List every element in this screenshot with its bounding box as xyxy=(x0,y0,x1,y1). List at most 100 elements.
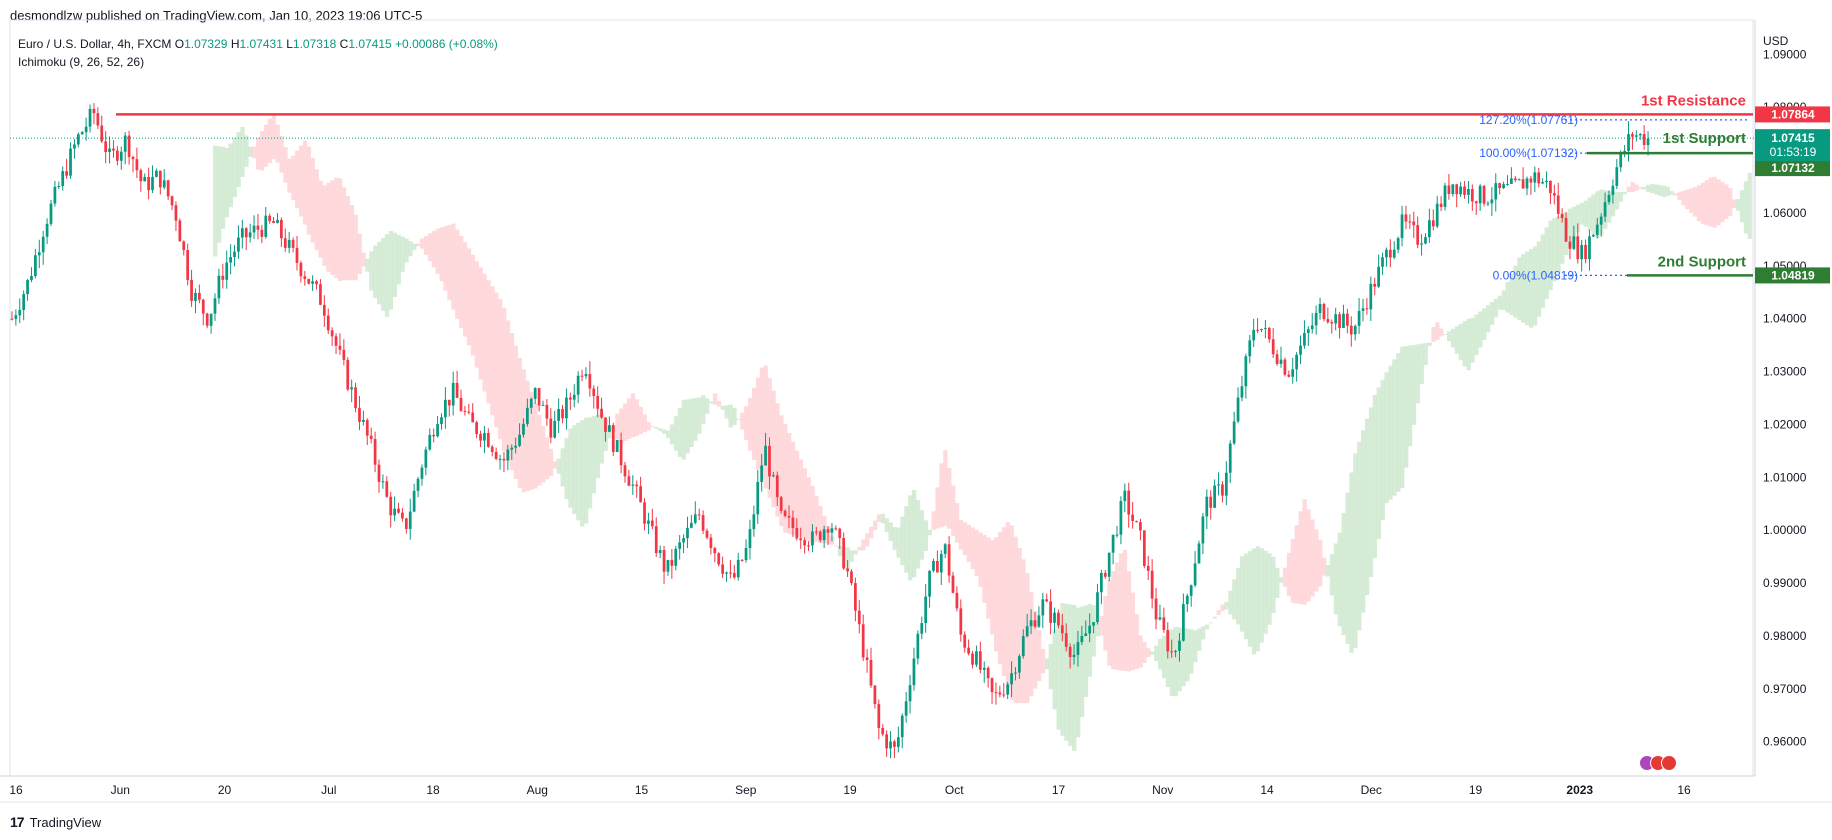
candle-body xyxy=(162,180,166,188)
candle-body xyxy=(1303,332,1306,346)
candle-body xyxy=(61,171,65,187)
cloud-segment xyxy=(732,408,737,426)
cloud-segment xyxy=(1681,190,1686,206)
candle-body xyxy=(1053,612,1056,623)
candle-body xyxy=(471,412,475,423)
footer-brand[interactable]: TradingView xyxy=(29,814,102,830)
cloud-segment xyxy=(892,527,897,550)
candle-body xyxy=(1064,633,1068,647)
candle-body xyxy=(748,529,752,548)
high-label: H xyxy=(230,37,240,51)
candle-body xyxy=(151,176,154,191)
candle-body xyxy=(584,374,588,377)
cloud-segment xyxy=(654,427,659,429)
candle-body xyxy=(479,434,482,441)
candle-body xyxy=(506,449,510,461)
cloud-segment xyxy=(1489,302,1495,325)
candle-body xyxy=(1365,308,1369,310)
candle-body xyxy=(1552,193,1556,196)
cloud-segment xyxy=(1298,511,1303,605)
symbol-label[interactable]: Euro / U.S. Dollar, 4h, FXCM xyxy=(18,37,172,51)
cloud-segment xyxy=(384,234,390,317)
x-tick-label: 17 xyxy=(1052,783,1066,797)
candle-body xyxy=(1353,325,1357,335)
event-badges[interactable] xyxy=(1639,755,1677,771)
candle-body xyxy=(502,458,506,461)
cloud-segment xyxy=(1083,605,1089,697)
candle-body xyxy=(440,417,443,425)
candle-body xyxy=(1221,484,1224,496)
candle-body xyxy=(1623,150,1626,153)
cloud-segment xyxy=(1220,604,1225,612)
candle-body xyxy=(1084,633,1088,636)
cloud-segment xyxy=(1396,353,1401,492)
candle-body xyxy=(881,727,885,735)
candle-body xyxy=(1404,214,1408,222)
cloud-segment xyxy=(267,118,273,163)
cloud-segment xyxy=(716,400,722,407)
candle-body xyxy=(1287,374,1291,377)
cloud-segment xyxy=(298,145,304,217)
candle-body xyxy=(338,345,342,350)
cloud-segment xyxy=(326,182,331,272)
candle-body xyxy=(1638,134,1642,136)
x-tick-label: 18 xyxy=(426,783,440,797)
cloud-segment xyxy=(1747,172,1752,239)
cloud-segment xyxy=(1263,550,1268,634)
cloud-segment xyxy=(1345,492,1350,644)
cloud-segment xyxy=(1661,185,1667,197)
candle-body xyxy=(1416,225,1420,245)
candle-body xyxy=(1236,397,1240,422)
cloud-segment xyxy=(1361,430,1366,613)
cloud-segment xyxy=(380,237,386,311)
cloud-segment xyxy=(587,417,593,509)
candle-body xyxy=(822,529,826,541)
candle-body xyxy=(1100,572,1103,593)
cloud-segment xyxy=(1521,254,1526,323)
cloud-segment xyxy=(697,397,702,434)
candle-body xyxy=(1072,654,1076,658)
cloud-segment xyxy=(509,332,515,471)
cloud-segment xyxy=(494,292,499,428)
candle-body xyxy=(1049,601,1052,623)
cloud-segment xyxy=(1169,629,1175,696)
cloud-segment xyxy=(377,241,382,305)
candle-body xyxy=(373,439,377,465)
candle-body xyxy=(1513,178,1517,181)
candle-body xyxy=(354,387,357,409)
candle-body xyxy=(1127,490,1131,515)
cloud-segment xyxy=(759,367,765,479)
candle-body xyxy=(252,225,256,233)
cloud-segment xyxy=(1142,642,1147,663)
candle-body xyxy=(1033,620,1037,627)
cloud-segment xyxy=(681,399,686,460)
cloud-segment xyxy=(341,187,347,281)
close-value: 1.07415 xyxy=(348,37,392,51)
cloud-segment xyxy=(1212,616,1217,619)
cloud-segment xyxy=(744,406,749,441)
candle-body xyxy=(982,667,986,670)
cloud-segment xyxy=(1634,184,1639,191)
us-flag-icon-2[interactable] xyxy=(1661,755,1677,771)
candle-body xyxy=(1080,635,1084,643)
cloud-segment xyxy=(1325,564,1331,577)
candle-body xyxy=(635,484,639,487)
cloud-segment xyxy=(1642,186,1647,190)
cloud-segment xyxy=(1017,547,1022,704)
indicator-label[interactable]: Ichimoku (9, 26, 52, 26) xyxy=(18,55,145,69)
cloud-segment xyxy=(240,126,245,177)
candle-body xyxy=(229,257,232,263)
x-tick-label: 20 xyxy=(218,783,232,797)
candle-body xyxy=(1525,178,1529,189)
candle-body xyxy=(1619,152,1623,168)
cloud-segment xyxy=(552,461,558,469)
cloud-segment xyxy=(283,147,288,183)
cloud-segment xyxy=(1189,629,1194,674)
fib-label: 127.20%(1.07761) xyxy=(1479,113,1578,127)
cloud-segment xyxy=(1368,407,1374,577)
candle-body xyxy=(1006,684,1010,695)
cloud-segment xyxy=(275,124,280,163)
candle-body xyxy=(268,215,272,222)
candle-body xyxy=(80,132,84,135)
